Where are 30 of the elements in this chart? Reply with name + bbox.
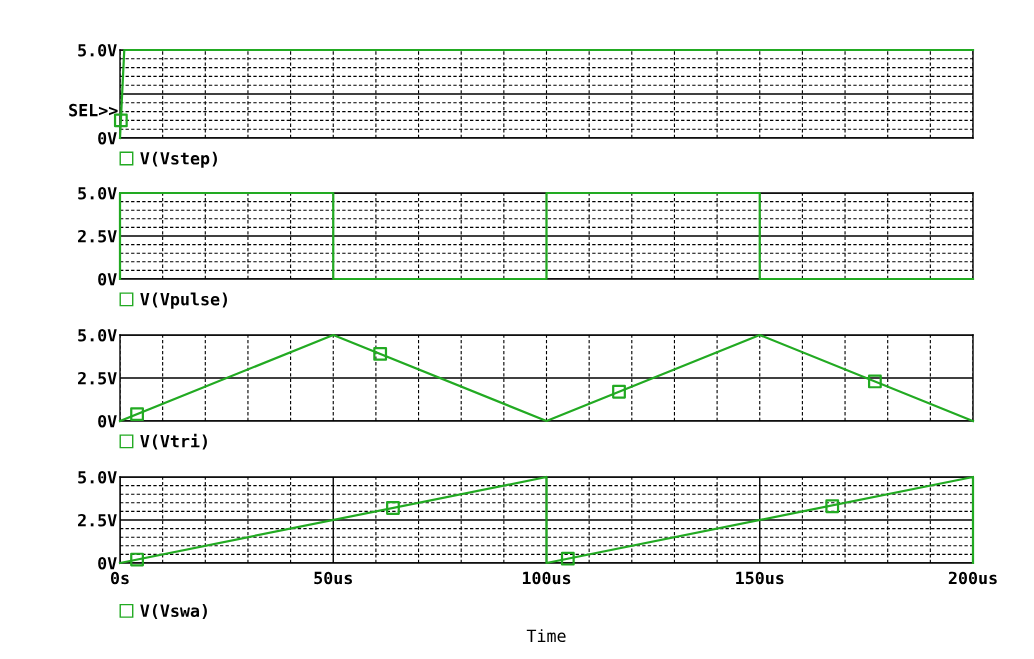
x-tick-label: 0s — [110, 571, 129, 585]
y-tick-label: 5.0V — [78, 43, 117, 57]
y-tick-label: 0V — [98, 414, 117, 428]
x-tick-label: 150us — [736, 571, 784, 585]
x-tick-label: 100us — [522, 571, 571, 585]
x-tick-label: 50us — [314, 571, 352, 585]
y-tick-label: 5.0V — [78, 328, 117, 342]
y-tick-label: 0V — [98, 272, 117, 286]
y-tick-label: 2.5V — [78, 371, 117, 385]
series-label: V(Vpulse) — [140, 292, 227, 309]
legend-label: V(Vtri) — [140, 433, 207, 450]
legend-label: V(Vstep) — [140, 151, 217, 168]
y-tick-label: 0V — [98, 131, 117, 145]
point — [867, 374, 882, 389]
point — [130, 552, 144, 567]
y-tick-label: 5.0V — [78, 470, 117, 484]
point — [373, 347, 388, 361]
y-tick-label: 2.5V — [78, 229, 117, 243]
x-axis-title: Time — [526, 629, 566, 643]
x-tick-label: 200us — [948, 571, 997, 585]
point — [825, 499, 840, 514]
text: SEL>> — [69, 103, 118, 117]
y-tick-label: 2.5V — [78, 513, 117, 527]
y-tick-label: 5.0V — [78, 186, 117, 200]
point — [386, 501, 400, 515]
text: V(Vswa) — [140, 604, 207, 619]
point — [130, 407, 144, 422]
y-tick-label: 0V — [98, 556, 117, 570]
point — [612, 384, 626, 399]
point — [560, 551, 575, 566]
